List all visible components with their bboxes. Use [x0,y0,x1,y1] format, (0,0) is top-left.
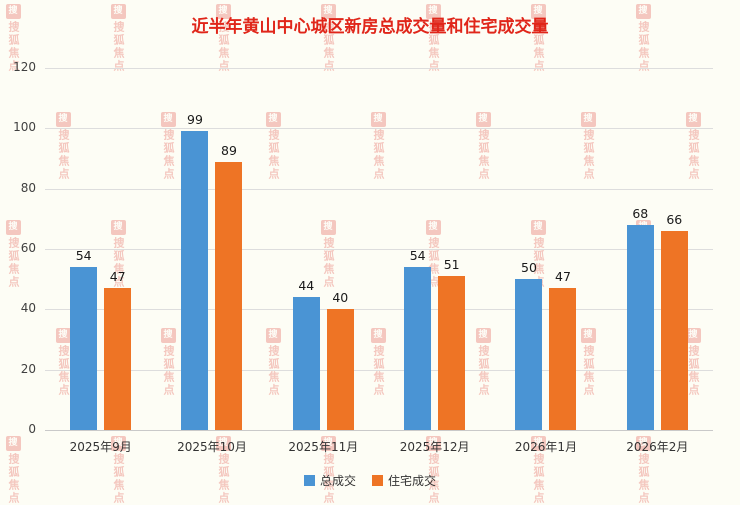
gridline [45,309,713,311]
bar-group: 50 47 [490,68,601,430]
gridline [45,68,713,69]
bar-住宅成交: 66 [660,212,688,430]
bar-value-label: 99 [187,112,203,128]
bar-group: 54 51 [379,68,490,430]
bar-value-label: 50 [521,260,537,276]
plot-area: 54 47 99 89 44 40 54 51 50 47 68 66 [45,68,713,431]
bar-group: 99 89 [156,68,267,430]
bar-group: 68 66 [602,68,713,430]
bar-住宅成交: 47 [104,269,132,430]
bar-value-label: 68 [632,205,649,221]
gridline [45,369,713,371]
legend-label: 总成交 [319,474,356,488]
gridline [45,249,713,250]
bar-value-label: 44 [298,278,315,294]
bar-value-label: 54 [409,248,426,264]
chart-title: 近半年黄山中心城区新房总成交量和住宅成交量 [191,17,549,37]
bar-住宅成交: 47 [549,269,577,430]
y-axis-tick-label: 100 [13,120,36,135]
bar-group: 44 40 [268,68,379,430]
bar-value-label: 89 [221,142,237,158]
gridline [45,128,713,130]
bar-住宅成交: 89 [215,143,243,430]
bar-value-label: 40 [332,290,349,306]
bar-总成交: 50 [515,260,543,430]
bar-总成交: 54 [404,248,432,430]
bar-value-label: 47 [109,269,126,285]
legend-item: 总成交 [303,472,356,489]
y-axis-tick-label: 20 [20,361,36,376]
legend-label: 住宅成交 [388,474,437,488]
legend: 总成交 住宅成交 [0,472,740,489]
bar-住宅成交: 51 [438,257,466,430]
bar-总成交: 54 [70,248,98,430]
bar-group: 54 47 [45,68,156,430]
legend-item: 住宅成交 [372,472,436,489]
bar-总成交: 68 [626,206,654,430]
y-axis-tick-label: 120 [13,60,36,74]
legend-swatch-icon [372,475,383,486]
bar-总成交: 44 [292,278,320,430]
bar-总成交: 99 [181,112,209,430]
x-axis-category-label: 2026年1月 [514,440,578,454]
bar-value-label: 66 [666,211,683,227]
x-axis-category-label: 2025年11月 [288,440,359,454]
gridline [45,188,713,190]
y-axis-tick-label: 40 [20,301,36,316]
bar-value-label: 47 [555,269,571,285]
x-axis-category-label: 2025年9月 [69,440,132,454]
x-axis-category-label: 2025年12月 [399,440,470,454]
y-axis-tick-label: 0 [28,422,36,436]
bar-value-label: 54 [75,248,92,264]
y-axis-tick-label: 80 [20,180,36,195]
y-axis-tick-label: 60 [20,241,36,255]
bar-value-label: 51 [443,257,460,273]
x-axis-category-label: 2025年10月 [177,440,247,454]
bar-住宅成交: 40 [326,290,354,430]
legend-swatch-icon [303,475,315,486]
x-axis-category-label: 2026年2月 [626,440,689,454]
gridline [45,430,713,431]
